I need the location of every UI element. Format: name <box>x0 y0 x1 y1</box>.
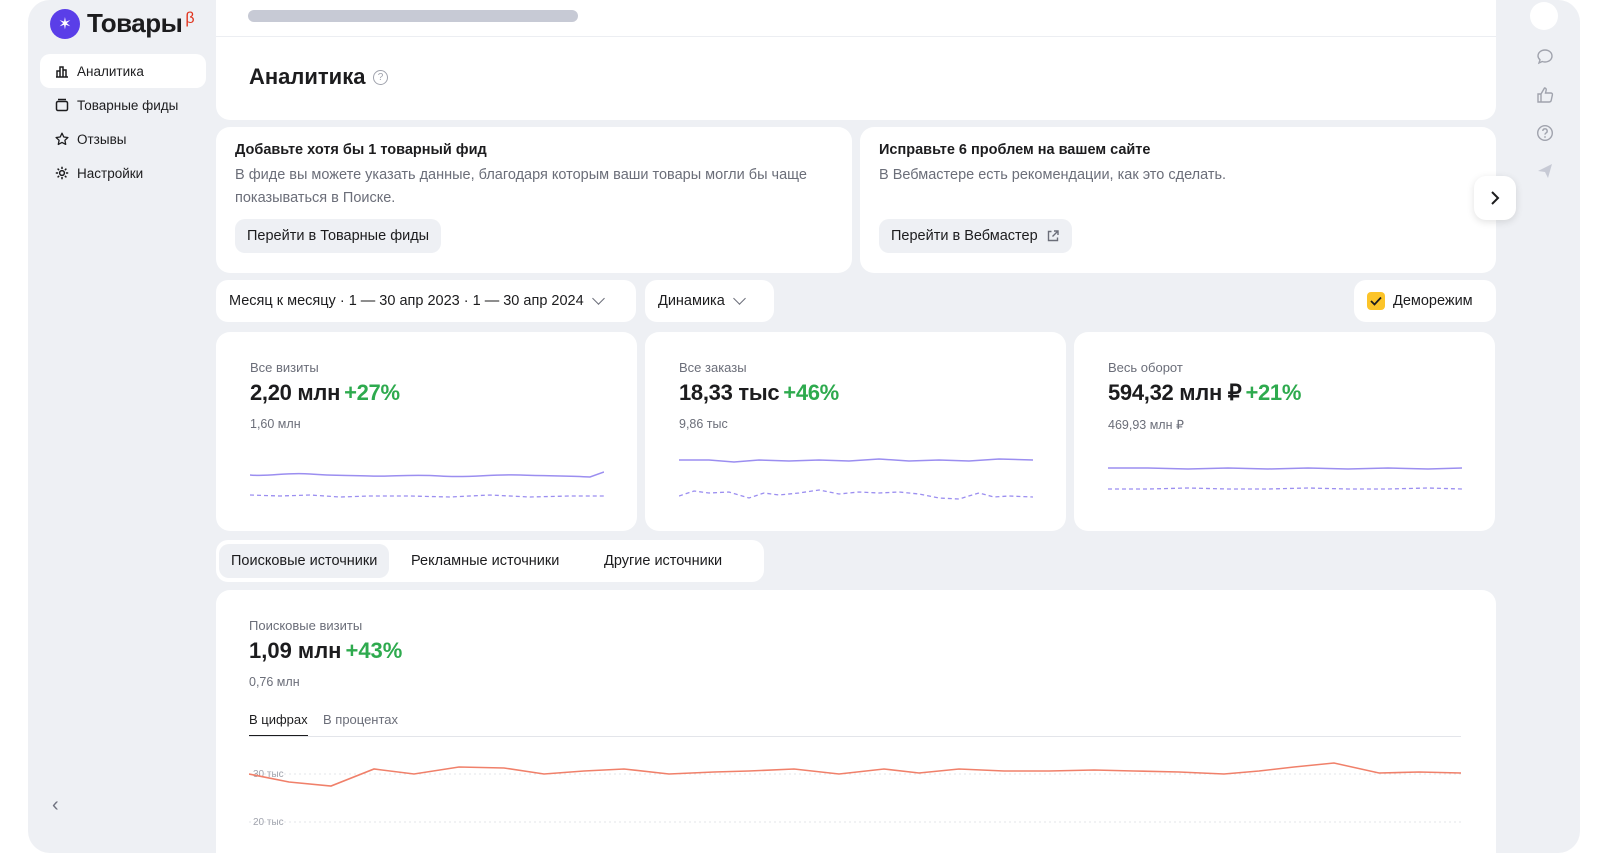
stat-card-turnover[interactable]: Весь оборот 594,32 млн ₽ +21% 469,93 млн … <box>1074 332 1495 531</box>
chevron-down-icon <box>732 292 746 305</box>
subtab-percent[interactable]: В процентах <box>323 712 399 727</box>
stat-card-orders[interactable]: Все заказы 18,33 тыс +46% 9,86 тыс <box>645 332 1066 531</box>
button-label: Перейти в Вебмастер <box>891 228 1038 244</box>
promo-title: Исправьте 6 проблем на вашем сайте <box>879 142 1151 158</box>
chevron-down-icon <box>591 292 605 305</box>
source-tabs: Поисковые источники Рекламные источники … <box>216 540 764 582</box>
next-promo-button[interactable] <box>1474 176 1516 220</box>
stat-delta: +27% <box>344 380 400 405</box>
series-line-search <box>249 762 1461 787</box>
promo-text-line: В фиде вы можете указать данные, благода… <box>235 167 807 183</box>
brand-logo[interactable]: ✶ Товары β <box>50 8 195 39</box>
go-to-feeds-button[interactable]: Перейти в Товарные фиды <box>235 219 442 253</box>
sidebar-item-analytics[interactable]: Аналитика <box>40 54 206 88</box>
page-title: Аналитика <box>249 64 366 89</box>
promo-text: В Вебмастере есть рекомендации, как это … <box>879 164 1226 187</box>
divider <box>216 36 1496 37</box>
stat-label: Все визиты <box>250 360 319 375</box>
logo-star-icon: ✶ <box>50 8 80 39</box>
star-icon <box>53 130 71 148</box>
brand-name: Товары <box>87 8 183 38</box>
tab-other-sources[interactable]: Другие источники <box>604 553 723 569</box>
mode-select[interactable]: Динамика <box>645 280 774 322</box>
sidebar-item-reviews[interactable]: Отзывы <box>40 122 206 156</box>
stat-number: 1,09 млн <box>249 638 342 663</box>
tab-ad-sources[interactable]: Рекламные источники <box>411 553 560 569</box>
sparkline-orders <box>679 458 1033 500</box>
tick-label: 20 тыс <box>253 817 284 828</box>
stat-value: 2,20 млн +27% <box>250 380 400 406</box>
send-icon[interactable] <box>1534 160 1556 182</box>
sparkline-current <box>1108 467 1462 470</box>
collapse-sidebar-icon[interactable]: ‹ <box>52 794 59 816</box>
feed-icon <box>53 96 71 114</box>
stat-previous: 9,86 тыс <box>679 417 728 431</box>
period-select[interactable]: Месяц к месяцу · 1 — 30 апр 2023 · 1 — 3… <box>216 280 636 322</box>
sparkline-visits <box>250 471 604 498</box>
demo-mode-toggle[interactable]: Деморежим <box>1354 280 1496 322</box>
sidebar-item-settings[interactable]: Настройки <box>40 156 206 190</box>
mode-value: Динамика <box>658 293 725 309</box>
chevron-right-icon <box>1491 191 1500 205</box>
demo-mode-label: Деморежим <box>1393 293 1473 309</box>
promo-text-line: показываться в Поиске. <box>235 190 396 206</box>
checkbox-checked-icon[interactable] <box>1367 292 1385 310</box>
stat-number: 2,20 млн <box>250 380 341 405</box>
chat-icon[interactable] <box>1534 46 1556 68</box>
sparkline-previous <box>250 494 604 498</box>
gear-icon <box>53 164 71 182</box>
beta-badge: β <box>185 9 195 27</box>
sparkline-current <box>250 471 604 478</box>
stat-value: 594,32 млн ₽ +21% <box>1108 380 1301 406</box>
stat-previous: 469,93 млн ₽ <box>1108 418 1184 432</box>
sparkline-turnover <box>1108 467 1462 490</box>
search-visits-previous: 0,76 млн <box>249 675 300 689</box>
sidebar-item-label: Аналитика <box>77 63 144 79</box>
promo-text-line: В Вебмастере есть рекомендации, как это … <box>879 167 1227 183</box>
avatar[interactable] <box>1530 2 1558 30</box>
promo-text: В фиде вы можете указать данные, благода… <box>235 164 807 210</box>
chart-icon <box>53 62 71 80</box>
stat-delta: +21% <box>1245 380 1302 405</box>
tick-label: 30 тыс <box>253 769 284 780</box>
stat-number: 18,33 тыс <box>679 380 780 405</box>
search-bar-placeholder[interactable] <box>248 10 578 22</box>
period-value: Месяц к месяцу · 1 — 30 апр 2023 · 1 — 3… <box>229 293 584 309</box>
like-icon[interactable] <box>1534 84 1556 106</box>
search-visits-value: 1,09 млн +43% <box>249 638 402 664</box>
search-visits-card: Поисковые визиты 1,09 млн +43% 0,76 млн В… <box>216 590 1496 853</box>
subtab-numbers[interactable]: В цифрах <box>249 712 308 737</box>
search-visits-label: Поисковые визиты <box>249 618 363 633</box>
stat-label: Все заказы <box>679 360 747 375</box>
stat-previous: 1,60 млн <box>250 417 301 431</box>
search-visits-chart: 30 тыс 20 тыс <box>249 762 1461 828</box>
promo-card-webmaster: Исправьте 6 проблем на вашем сайте В Веб… <box>860 127 1496 273</box>
app-window: ✶ Товары β Аналитика Товарные фиды Отзыв… <box>28 0 1580 853</box>
external-link-icon <box>1047 230 1059 242</box>
go-to-webmaster-button[interactable]: Перейти в Вебмастер <box>879 219 1072 253</box>
sidebar-item-label: Отзывы <box>77 131 127 147</box>
promo-title: Добавьте хотя бы 1 товарный фид <box>235 142 487 158</box>
promo-card-feeds: Добавьте хотя бы 1 товарный фид В фиде в… <box>216 127 852 273</box>
sidebar-nav: Аналитика Товарные фиды Отзывы Настройки <box>40 54 206 190</box>
sidebar-item-label: Товарные фиды <box>77 97 179 113</box>
sparkline-previous <box>679 489 1033 500</box>
stat-label: Весь оборот <box>1108 360 1183 375</box>
stat-card-visits[interactable]: Все визиты 2,20 млн +27% 1,60 млн <box>216 332 637 531</box>
stat-number: 594,32 млн ₽ <box>1108 380 1242 405</box>
tab-search-sources[interactable]: Поисковые источники <box>219 544 390 578</box>
help-icon[interactable]: ? <box>373 70 388 85</box>
sparkline-current <box>679 458 1033 463</box>
stat-value: 18,33 тыс +46% <box>679 380 839 406</box>
subtab-divider <box>249 736 1461 737</box>
stat-delta: +43% <box>345 638 403 663</box>
stat-delta: +46% <box>783 380 839 405</box>
header-card: Аналитика ? <box>216 0 1496 120</box>
sidebar-item-feeds[interactable]: Товарные фиды <box>40 88 206 122</box>
sidebar-item-label: Настройки <box>77 165 144 181</box>
help-icon[interactable] <box>1534 122 1556 144</box>
sparkline-previous <box>1108 487 1462 490</box>
